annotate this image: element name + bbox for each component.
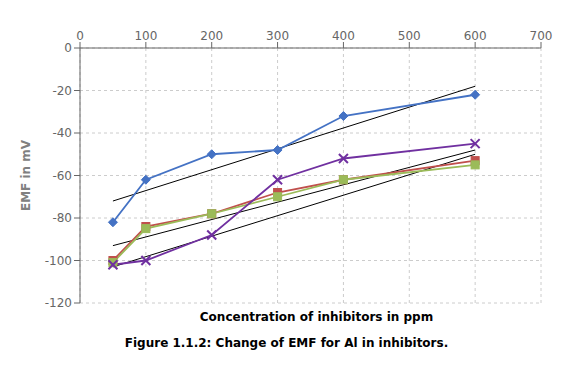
svg-text:500: 500 [398,29,421,43]
svg-text:600: 600 [464,29,487,43]
svg-text:-120: -120 [45,296,72,308]
svg-text:-80: -80 [52,211,72,225]
svg-text:0: 0 [64,41,72,55]
svg-text:100: 100 [134,29,157,43]
svg-text:-60: -60 [52,169,72,183]
svg-text:0: 0 [76,29,84,43]
svg-text:-20: -20 [52,84,72,98]
svg-text:EMF in mV: EMF in mV [19,139,33,211]
svg-text:300: 300 [266,29,289,43]
svg-text:700: 700 [530,29,553,43]
html-text:Concentration of inhibitors in: Concentration of inhibitors in ppm [199,310,434,324]
svg-text:400: 400 [332,29,355,43]
html-text:Figure 1.1.2: Change of EMF fo: Figure 1.1.2: Change of EMF for Al in in… [124,336,449,350]
svg-text:-100: -100 [45,254,72,268]
svg-text:-40: -40 [52,126,72,140]
svg-text:200: 200 [200,29,223,43]
